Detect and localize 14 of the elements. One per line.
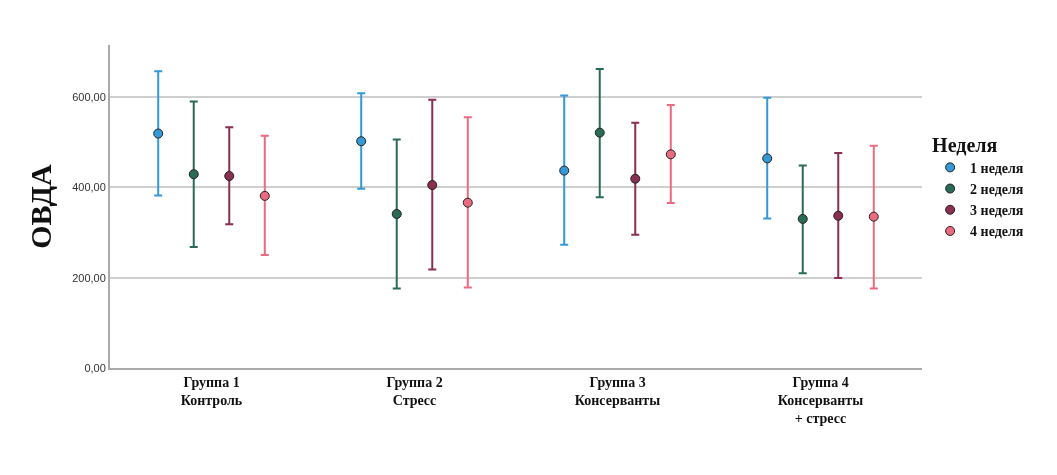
y-tick-label: 200,00	[72, 271, 106, 284]
legend-label: 2 неделя	[970, 182, 1024, 198]
legend-title: Неделя	[932, 133, 998, 156]
y-axis-title: ОВДА	[23, 163, 57, 249]
y-tick-label: 400,00	[72, 181, 106, 194]
x-tick-label: Группа 4 Консерванты + стресс	[777, 374, 864, 427]
y-tick-label: 0,00	[84, 361, 106, 374]
x-tick-label: Группа 3 Консерванты	[574, 374, 661, 408]
legend-label: 4 неделя	[970, 224, 1024, 240]
y-tick-label: 600,00	[72, 90, 106, 103]
x-tick-label: Группа 2 Стресс	[386, 374, 443, 408]
x-tick-label: Группа 1 Контроль	[180, 374, 243, 408]
legend-label: 1 неделя	[970, 160, 1024, 176]
legend-label: 3 неделя	[970, 203, 1024, 219]
